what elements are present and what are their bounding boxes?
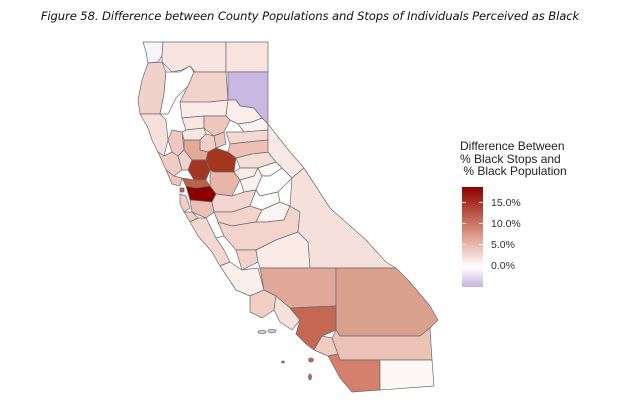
legend-label-10: 10.0% xyxy=(491,218,521,230)
county-mono xyxy=(267,123,305,179)
channel-island xyxy=(267,329,277,333)
county-tehama xyxy=(179,99,229,119)
county-glenn xyxy=(181,115,205,131)
legend-tick xyxy=(462,223,483,224)
county-marin xyxy=(165,169,183,187)
legend-title: Difference Between % Black Stops and % B… xyxy=(460,140,600,178)
county-san-bernardino xyxy=(335,267,439,337)
county-imperial xyxy=(379,359,435,391)
legend-tick xyxy=(462,244,483,245)
channel-island xyxy=(308,373,312,381)
channel-island xyxy=(308,357,314,363)
county-alameda xyxy=(185,185,217,203)
county-kings xyxy=(235,249,259,271)
legend-title-line: % Black Population xyxy=(460,164,567,178)
county-san-luis-obispo xyxy=(219,261,265,297)
legend-title-line: % Black Stops and xyxy=(460,151,561,166)
county-del-norte xyxy=(142,41,164,64)
channel-island xyxy=(257,330,267,334)
county-santa-barbara xyxy=(249,289,277,319)
county-mendocino xyxy=(139,113,169,157)
legend-title-line: Difference Between xyxy=(460,139,565,153)
legend-label-5: 5.0% xyxy=(491,239,515,251)
county-san-diego xyxy=(327,353,381,393)
legend-color-bar xyxy=(462,187,483,287)
county-san-francisco xyxy=(179,187,185,193)
county-san-mateo xyxy=(179,193,191,213)
legend-tick xyxy=(462,265,483,266)
channel-island xyxy=(281,360,285,364)
county-tulare xyxy=(255,231,311,269)
legend-label-0: 0.0% xyxy=(491,260,515,272)
legend-label-15: 15.0% xyxy=(491,197,521,209)
legend: Difference Between % Black Stops and % B… xyxy=(460,140,600,287)
county-solano xyxy=(187,159,211,181)
figure-title: Figure 58. Difference between County Pop… xyxy=(40,9,580,23)
county-siskiyou xyxy=(161,41,227,73)
county-modoc xyxy=(225,41,269,73)
legend-tick xyxy=(462,202,483,203)
county-monterey xyxy=(189,217,231,267)
